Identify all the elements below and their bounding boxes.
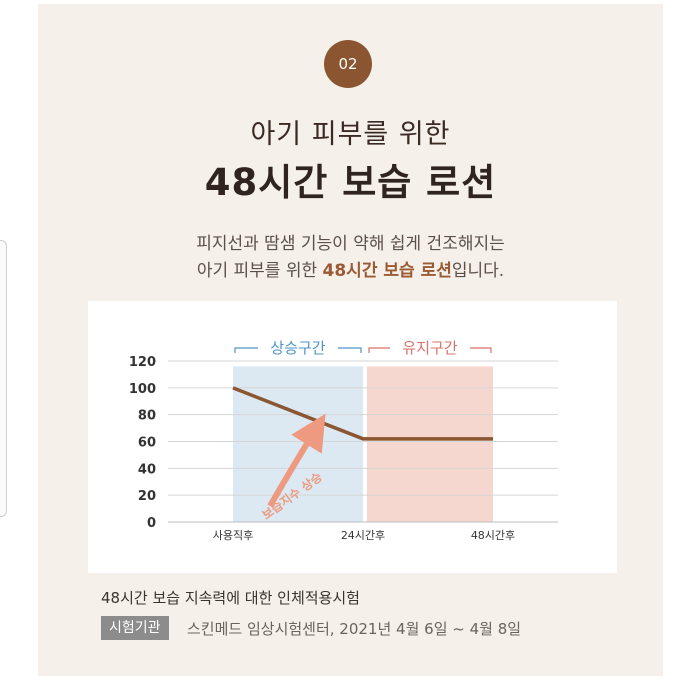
section-subtitle: 아기 피부를 위한 (250, 119, 451, 150)
zone-maintain-label: 유지구간 (402, 339, 457, 357)
zone-rising-bracket-right (338, 347, 362, 353)
description-line-1: 피지선과 땀샘 기능이 약해 쉽게 건조해지는 (196, 234, 505, 254)
x-tick-label: 48시간후 (471, 529, 515, 542)
y-tick-label: 120 (129, 355, 156, 370)
y-tick-label: 40 (138, 462, 156, 477)
section-number-badge: 02 (324, 40, 372, 88)
y-tick-label: 80 (138, 409, 156, 424)
rising-arrow (267, 413, 326, 508)
moisture-chart: 0 20 40 60 80 100 120 사용직후 24시간후 48시간후 상승구간 유지구간 보습지… (88, 301, 617, 573)
y-tick-label: 0 (147, 516, 156, 531)
zone-maintain (367, 366, 493, 522)
zone-rising-label: 상승구간 (270, 339, 325, 357)
description-highlight: 48시간 보습 로션 (322, 261, 452, 281)
y-tick-label: 60 (138, 436, 156, 451)
zone-maintain-bracket-left (368, 347, 390, 353)
product-feature-card: 02 아기 피부를 위한 48시간 보습 로션 피지선과 땀샘 기능이 약해 쉽… (38, 4, 663, 676)
y-tick-label: 20 (138, 489, 156, 504)
side-scroll-handle[interactable] (0, 240, 7, 517)
x-tick-label: 사용직후 (213, 529, 253, 542)
test-institution-text: 스킨메드 임상시험센터, 2021년 4월 6일 ~ 4월 8일 (187, 620, 522, 638)
chart-caption: 48시간 보습 지속력에 대한 인체적용시험 (101, 589, 360, 607)
description-line-2: 아기 피부를 위한 48시간 보습 로션입니다. (38, 256, 663, 281)
x-tick-label: 24시간후 (341, 529, 385, 542)
description-suffix: 입니다. (451, 261, 505, 281)
description-text: 아기 피부를 위한 (196, 261, 323, 281)
y-tick-label: 100 (129, 382, 156, 397)
test-institution-tag: 시험기관 (101, 616, 169, 640)
section-title: 48시간 보습 로션 (204, 161, 497, 204)
zone-rising-bracket-left (234, 347, 258, 353)
zone-maintain-bracket-right (470, 347, 492, 353)
